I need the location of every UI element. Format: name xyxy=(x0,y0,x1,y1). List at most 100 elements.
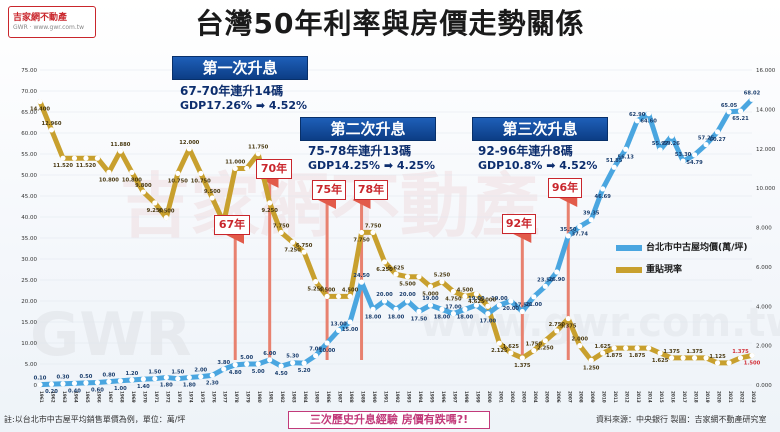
rate-data-label: 4.000 xyxy=(480,297,497,303)
rate-point xyxy=(416,274,422,280)
price-data-label: 1.50 xyxy=(171,370,184,376)
price-point xyxy=(278,363,284,369)
price-point xyxy=(496,302,502,308)
x-tick-label: 1976 xyxy=(211,391,216,403)
price-point xyxy=(324,340,330,346)
rate-point xyxy=(508,350,514,356)
hike-1-detail: 67-70年連升14碼 xyxy=(180,84,284,98)
rate-point xyxy=(347,293,353,300)
price-point xyxy=(335,327,342,333)
price-point xyxy=(140,376,146,382)
price-point xyxy=(462,306,468,312)
y-left-tick-label: 60.00 xyxy=(21,131,37,137)
price-data-label: 7.00 xyxy=(309,347,322,353)
marker-96: 96年 xyxy=(548,178,582,198)
rate-data-label: 11.000 xyxy=(225,159,245,165)
rate-data-label: 7.750 xyxy=(353,237,370,243)
price-point xyxy=(588,217,594,223)
watermark-en: GWR xyxy=(30,300,192,370)
hike-3-label: 第三次升息 xyxy=(472,117,608,141)
legend-price-label: 台北市中古屋均價(萬/坪) xyxy=(646,243,748,253)
rate-data-label: 1.625 xyxy=(652,358,669,364)
price-data-label: 0.40 xyxy=(68,388,81,394)
price-data-label: 1.80 xyxy=(183,382,196,388)
price-data-label: 54.79 xyxy=(686,160,703,166)
price-point xyxy=(71,380,78,386)
x-tick-label: 1991 xyxy=(384,391,389,403)
price-point xyxy=(485,311,491,317)
hike-3-info: 92-96年連升8碼 GDP10.8% ➡ 4.52% xyxy=(478,142,597,172)
rate-point xyxy=(450,288,457,295)
x-tick-label: 2004 xyxy=(533,391,538,403)
rate-point xyxy=(393,271,399,277)
rate-data-label: 10.750 xyxy=(168,178,188,184)
price-data-label: 53.30 xyxy=(675,152,692,158)
price-data-label: 26.90 xyxy=(549,277,566,283)
price-point xyxy=(381,298,388,304)
rate-point xyxy=(714,360,721,366)
price-data-label: 4.80 xyxy=(229,370,242,376)
x-tick-label: 2005 xyxy=(544,391,549,403)
price-data-label: 19.00 xyxy=(468,296,485,302)
rate-data-label: 1.500 xyxy=(744,360,761,366)
price-data-label: 57.25 xyxy=(698,136,715,142)
price-point xyxy=(473,302,479,308)
price-point xyxy=(737,108,744,114)
rate-data-label: 5.625 xyxy=(388,265,405,271)
x-tick-label: 1995 xyxy=(429,391,434,403)
price-point xyxy=(48,381,55,387)
price-point xyxy=(129,377,135,383)
footer-banner: 三次歷史升息經驗 房價有跌嗎?! xyxy=(288,411,490,429)
x-tick-label: 1984 xyxy=(303,391,308,403)
y-left-tick-label: 5.00 xyxy=(25,362,38,368)
rate-point xyxy=(209,195,215,201)
y-left-tick-label: 45.00 xyxy=(21,194,37,200)
rate-point xyxy=(496,340,502,346)
x-tick-label: 1978 xyxy=(234,391,239,403)
rate-data-label: 2.750 xyxy=(549,322,566,328)
rate-point xyxy=(519,355,525,361)
rate-data-label: 5.000 xyxy=(422,292,439,298)
price-point xyxy=(152,376,158,382)
x-tick-label: 1992 xyxy=(395,391,400,403)
x-tick-label: 2014 xyxy=(648,391,653,403)
rate-point xyxy=(106,169,112,175)
legend-price: 台北市中古屋均價(萬/坪) xyxy=(616,240,748,253)
price-data-label: 18.00 xyxy=(388,314,405,320)
rate-data-label: 7.250 xyxy=(284,247,301,253)
rate-data-label: 6.250 xyxy=(376,267,393,273)
price-point xyxy=(232,362,238,368)
price-data-label: 59.26 xyxy=(663,141,680,147)
rate-data-label: 7.750 xyxy=(273,223,290,229)
x-tick-label: 2003 xyxy=(521,391,526,403)
x-tick-label: 1966 xyxy=(96,391,101,403)
x-tick-label: 1987 xyxy=(338,391,343,403)
price-point xyxy=(600,186,606,192)
rate-point xyxy=(542,338,548,344)
price-point xyxy=(611,164,617,170)
price-data-label: 18.00 xyxy=(434,314,451,320)
price-point xyxy=(519,308,525,315)
price-data-label: 19.00 xyxy=(491,296,508,302)
y-left-tick-label: 30.00 xyxy=(21,257,37,263)
rate-data-label: 1.375 xyxy=(663,349,680,355)
price-data-label: 10.00 xyxy=(319,348,336,354)
price-point xyxy=(680,158,686,164)
price-point xyxy=(94,379,101,386)
rate-data-label: 11.520 xyxy=(53,163,73,169)
rate-data-label: 9.800 xyxy=(135,183,152,189)
price-point xyxy=(646,111,652,117)
price-data-label: 4.50 xyxy=(275,371,288,377)
rate-point xyxy=(278,229,284,236)
rate-point xyxy=(691,355,698,361)
rate-data-label: 2.250 xyxy=(537,346,554,352)
rate-data-label: 10.800 xyxy=(122,177,142,183)
rate-point xyxy=(749,352,755,359)
rate-point xyxy=(462,293,468,300)
x-tick-label: 2011 xyxy=(613,391,618,403)
rate-data-label: 1.875 xyxy=(629,353,646,359)
x-tick-label: 2022 xyxy=(740,391,745,403)
price-data-label: 24.50 xyxy=(353,273,370,279)
rate-data-label: 11.750 xyxy=(248,145,268,151)
